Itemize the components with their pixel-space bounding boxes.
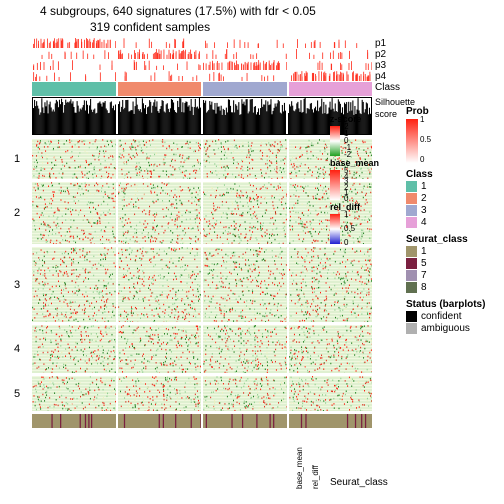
- annot-tick: 0.5: [344, 224, 355, 233]
- legend-item-seurat-5: 5: [406, 258, 498, 269]
- heatmap-block: [32, 325, 116, 373]
- heatmap-block: [203, 376, 287, 411]
- heatmap-block: [203, 139, 287, 179]
- annot-gradient-rel_diff: 10.50: [330, 214, 340, 244]
- annot-tick: 0: [344, 238, 348, 247]
- legend-item-class-1: 1: [406, 181, 498, 192]
- heatmap-row-label: 4: [14, 343, 20, 355]
- legend-tick: 1: [420, 115, 424, 124]
- heatmap-block: [203, 247, 287, 322]
- legend-title-seurat: Seurat_class: [406, 234, 498, 245]
- heatmap-block: [203, 182, 287, 244]
- legend-item-class-2: 2: [406, 193, 498, 204]
- label-p2: p2: [375, 49, 415, 60]
- heatmap-block: [289, 325, 373, 373]
- legend-item-seurat-7: 7: [406, 270, 498, 281]
- annot-tick: 0: [344, 194, 348, 203]
- annot-tick: 1: [344, 210, 348, 219]
- annot-gradient-base_mean: 543210: [330, 170, 340, 200]
- heatmap-block: [118, 182, 202, 244]
- side-col-label-base_mean: base_mean: [295, 447, 304, 489]
- heatmap-block: [32, 376, 116, 411]
- legend-title-status: Status (barplots): [406, 299, 498, 310]
- heatmap-block: [32, 247, 116, 322]
- legend-gradient-Prob: 10.50: [406, 119, 418, 163]
- heatmap-row-label: 3: [14, 279, 20, 291]
- annot-title-z-score: z-score: [330, 114, 379, 124]
- heatmap-block: [32, 139, 116, 179]
- seurat-track: [32, 414, 372, 428]
- prob-track-p3: [32, 60, 372, 70]
- silhouette-track: [32, 97, 372, 135]
- legend-item-class-3: 3: [406, 205, 498, 216]
- annot-gradient-z-score: 210-1-2: [330, 126, 340, 156]
- prob-track-p4: [32, 71, 372, 81]
- heatmap-block: [118, 376, 202, 411]
- class-track: [32, 82, 372, 96]
- heatmap-row-label: 1: [14, 153, 20, 165]
- heatmap-block: [118, 139, 202, 179]
- heatmap-block: [118, 325, 202, 373]
- label-p3: p3: [375, 60, 415, 71]
- heatmap-block: [32, 182, 116, 244]
- legend-item-seurat-1: 1: [406, 246, 498, 257]
- label-p1: p1: [375, 38, 415, 49]
- legend-item-status-confident: confident: [406, 311, 498, 322]
- heatmap-block: [289, 376, 373, 411]
- heatmap-block: [203, 325, 287, 373]
- legend-item-seurat-8: 8: [406, 282, 498, 293]
- prob-track-p2: [32, 49, 372, 59]
- heatmap-row-label: 2: [14, 207, 20, 219]
- legend-item-status-ambiguous: ambiguous: [406, 323, 498, 334]
- seurat-track-label: Seurat_class: [330, 477, 388, 488]
- legend-tick: 0: [420, 155, 424, 164]
- heatmap-block: [118, 247, 202, 322]
- chart-subtitle: 319 confident samples: [90, 20, 210, 34]
- prob-track-p1: [32, 38, 372, 48]
- legends-panel: Prob10.50Class1234Seurat_class1578Status…: [406, 100, 498, 335]
- annot-title-rel_diff: rel_diff: [330, 202, 379, 212]
- heatmap-block: [289, 247, 373, 322]
- chart-title: 4 subgroups, 640 signatures (17.5%) with…: [40, 4, 316, 18]
- legend-item-class-4: 4: [406, 217, 498, 228]
- legend-title-class: Class: [406, 169, 498, 180]
- legend-tick: 0.5: [420, 135, 431, 144]
- annot-title-base_mean: base_mean: [330, 158, 379, 168]
- side-annotation-legends: z-score210-1-2base_mean543210rel_diff10.…: [330, 114, 379, 246]
- label-p4: p4: [375, 71, 415, 82]
- main-plot-area: 12345: [32, 38, 372, 428]
- heatmap-row-label: 5: [14, 388, 20, 400]
- label-class: Class: [375, 82, 415, 96]
- side-col-label-rel_diff: rel_diff: [311, 465, 320, 489]
- annot-tick: -2: [344, 150, 351, 159]
